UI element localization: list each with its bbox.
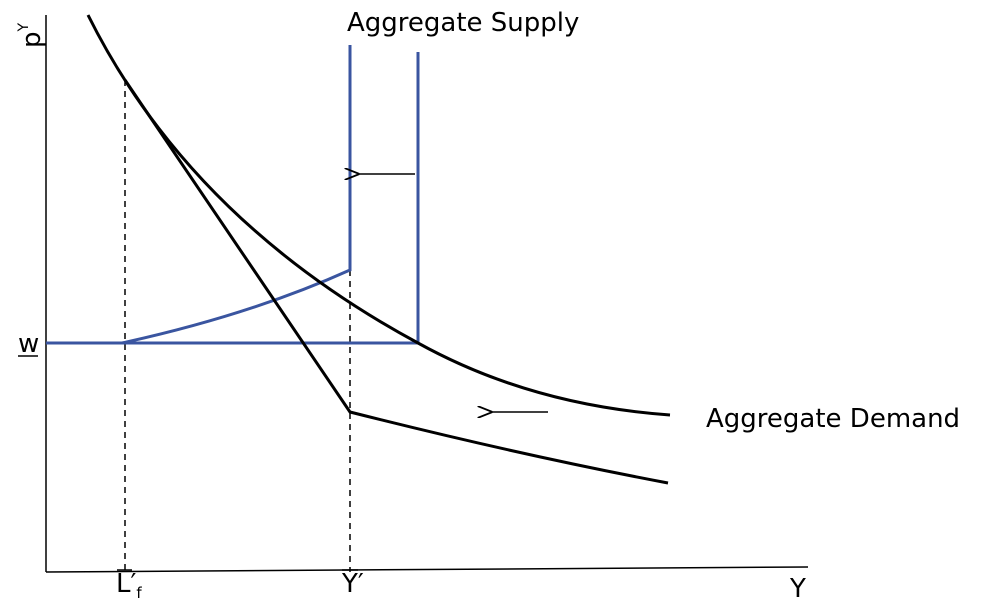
supply-new [121,45,352,345]
demand-new [123,79,669,485]
supply-label: Aggregate Supply [347,8,579,38]
x-axis [45,566,809,573]
x-axis-label: Y [789,574,806,602]
x-marker: L′f [116,569,142,602]
y-axis-label: pY [16,22,47,48]
x-marker: Y′ [341,569,364,599]
wage-label: w [18,329,39,359]
demand-label: Aggregate Demand [706,404,960,434]
demand-curve [86,14,671,417]
